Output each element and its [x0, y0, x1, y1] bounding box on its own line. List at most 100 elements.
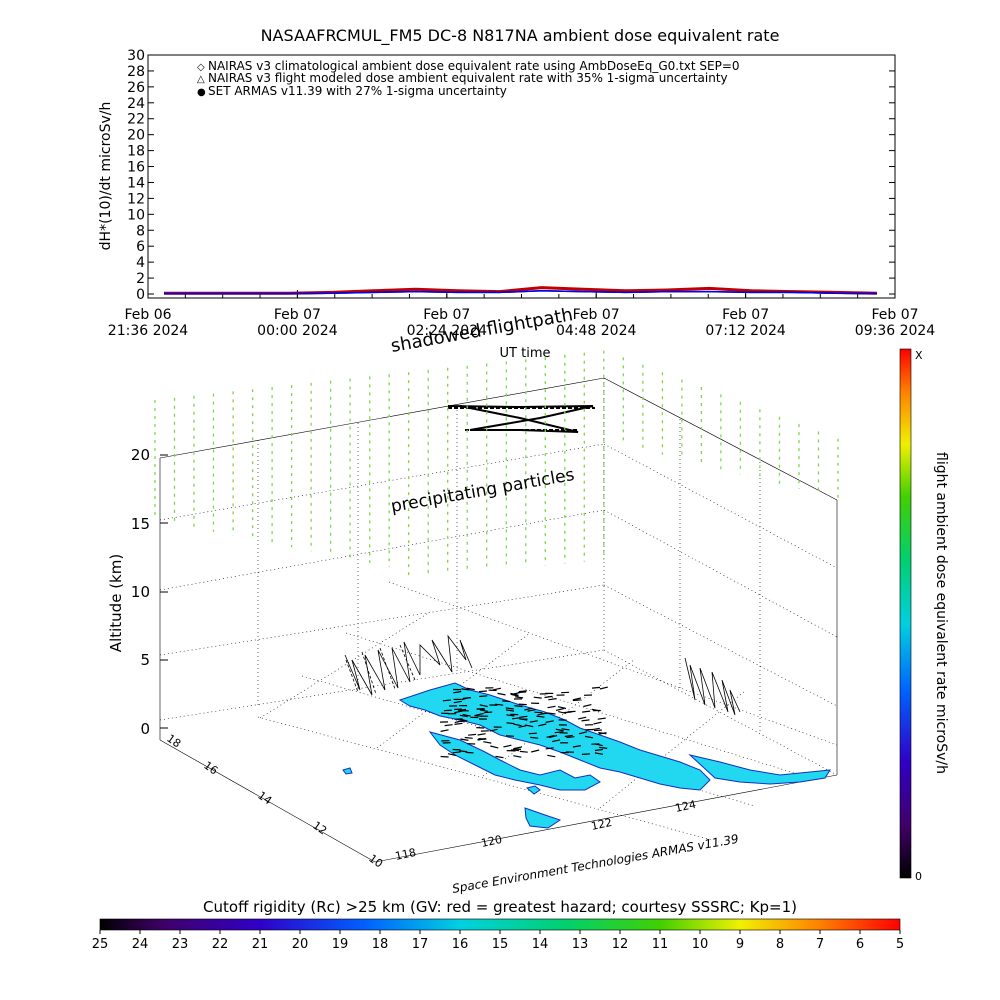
shadow-mark — [503, 744, 512, 748]
shadow-mark — [561, 728, 570, 731]
legend: ◇ NAIRAS v3 climatological ambient dose … — [197, 59, 740, 98]
shadow-mark — [528, 732, 537, 735]
land-south — [428, 731, 601, 791]
shadow-mark — [442, 699, 451, 702]
shadow-mark — [558, 711, 567, 714]
shadow-mark — [515, 696, 524, 699]
shadow-mark — [599, 686, 608, 690]
longitude-tick: 118 — [394, 846, 417, 863]
shadow-mark — [582, 710, 591, 713]
y-tick-label: 14 — [127, 175, 145, 191]
shadow-mark — [583, 704, 592, 708]
bottom-colorbar-gradient — [99, 918, 901, 931]
shadow-mark — [460, 738, 469, 741]
shadow-mark — [510, 749, 520, 752]
shadow-mark — [529, 720, 538, 723]
shadow-mark — [518, 725, 527, 728]
bottom-tick-label: 10 — [692, 937, 709, 952]
shadow-mark — [505, 735, 515, 737]
shadow-mark — [497, 692, 506, 696]
longitude-axis: 118 120 122 124 — [394, 798, 697, 863]
shadow-mark — [531, 749, 540, 753]
latitude-tick: 18 — [164, 732, 183, 751]
shadow-mark — [479, 695, 488, 698]
shadow-mark — [513, 746, 522, 750]
shadow-mark — [453, 690, 462, 694]
shadow-mark — [462, 713, 471, 717]
shadow-mark — [572, 745, 582, 748]
shadow-mark — [594, 743, 603, 747]
shadow-mark — [478, 690, 488, 693]
bottom-colorbar-ticks: 25 24 23 22 21 20 19 18 17 16 15 14 13 12 11 10 9 8 7 6 5 — [92, 930, 904, 952]
x-tick-label-time: 21:36 2024 — [108, 323, 189, 339]
bottom-tick-label: 21 — [252, 937, 269, 952]
shadow-mark — [581, 719, 590, 722]
y-tick-label: 8 — [136, 223, 145, 239]
x-tick-label-time: 04:48 2024 — [556, 323, 637, 339]
annotation-precipitating-particles: precipitating particles — [389, 465, 576, 517]
x-tick-label-time: 00:00 2024 — [257, 323, 338, 339]
shadow-mark — [465, 751, 474, 754]
shadow-mark — [578, 731, 588, 735]
shadow-mark — [536, 715, 545, 718]
shadow-mark — [462, 697, 472, 699]
shadow-mark — [495, 703, 504, 706]
shadow-mark — [518, 703, 527, 706]
precipitating-particles — [154, 350, 839, 580]
altitude-tick: 5 — [140, 651, 150, 669]
x-tick-label-time: 09:36 2024 — [855, 323, 936, 339]
altitude-tick: 20 — [131, 446, 150, 464]
shadow-mark — [578, 716, 587, 720]
shadow-mark — [524, 707, 533, 711]
side-colorbar-label: flight ambient dose equivalent rate micr… — [933, 452, 949, 774]
bottom-tick-label: 12 — [612, 937, 629, 952]
longitude-tick: 124 — [674, 798, 697, 815]
shadow-mark — [484, 711, 493, 714]
altitude-axis: 0 5 10 15 20 Altitude (km) — [107, 446, 168, 738]
shadow-mark — [572, 699, 581, 702]
chart-title: NASAAFRCMUL_FM5 DC-8 N817NA ambient dose… — [261, 26, 780, 46]
flightpath-at-altitude — [447, 405, 595, 433]
shadow-mark — [593, 729, 602, 732]
x-tick-label-date: Feb 07 — [722, 307, 769, 323]
bottom-tick-label: 22 — [212, 937, 229, 952]
shadow-mark — [468, 733, 477, 736]
shadow-mark — [547, 705, 556, 709]
y-tick-label: 10 — [127, 207, 145, 223]
shadow-mark — [546, 734, 555, 738]
land-islet — [525, 785, 541, 795]
shadow-mark — [510, 693, 519, 697]
x-axis-label: UT time — [500, 346, 551, 361]
altitude-tick: 10 — [131, 583, 150, 601]
shadow-mark — [534, 711, 543, 714]
shadow-mark — [452, 751, 461, 754]
flight-3d-panel: 0 5 10 15 20 Altitude (km) 10 12 14 16 1… — [107, 304, 839, 896]
y-tick-label: 18 — [127, 144, 145, 160]
shadow-mark — [557, 706, 567, 710]
shadow-mark — [598, 732, 607, 735]
shadow-mark — [548, 698, 557, 701]
land-island — [524, 807, 562, 829]
shadow-mark — [478, 738, 487, 740]
shadow-mark — [464, 736, 473, 739]
y-tick-label: 24 — [127, 96, 145, 112]
shadow-mark — [538, 723, 547, 727]
y-tick-label: 30 — [127, 48, 145, 64]
shadow-mark — [554, 731, 563, 734]
y-tick-label: 16 — [127, 160, 145, 176]
shadow-mark — [533, 696, 542, 699]
shadow-mark — [567, 710, 576, 713]
bottom-tick-label: 15 — [492, 937, 509, 952]
side-colorbar-bottom: 0 — [915, 870, 922, 883]
shadow-mark — [525, 724, 534, 728]
bottom-tick-label: 24 — [132, 937, 149, 952]
bottom-tick-label: 20 — [292, 937, 309, 952]
shadow-mark — [519, 715, 528, 718]
shadow-mark — [454, 720, 463, 724]
x-tick-label-date: Feb 07 — [274, 307, 321, 323]
latitude-tick: 10 — [366, 852, 385, 871]
bottom-tick-label: 14 — [532, 937, 549, 952]
